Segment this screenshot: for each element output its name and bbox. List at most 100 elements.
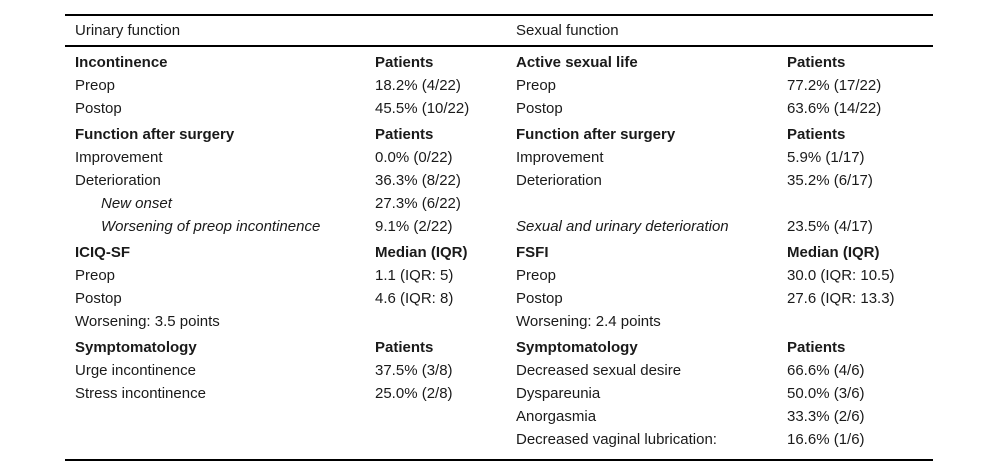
row-label xyxy=(516,192,787,215)
row-value: 77.2% (17/22) xyxy=(787,77,882,94)
table-row: Symptomatology Patients xyxy=(75,336,516,359)
table-row-blank xyxy=(75,428,516,451)
results-table: Urinary function Sexual function Inconti… xyxy=(65,14,933,461)
row-label: Active sexual life xyxy=(516,54,638,71)
table-row: ICIQ-SF Median (IQR) xyxy=(75,241,516,264)
row-label: Urge incontinence xyxy=(75,362,196,379)
row-value: 9.1% (2/22) xyxy=(375,218,453,235)
row-value xyxy=(375,405,516,428)
table-row: Function after surgery Patients xyxy=(75,123,516,146)
table-column-group-header: Urinary function Sexual function xyxy=(65,16,933,47)
row-label: Symptomatology xyxy=(516,339,638,356)
table-row: Dyspareunia 50.0% (3/6) xyxy=(516,382,933,405)
table-row: Worsening: 3.5 points xyxy=(75,310,516,333)
row-label: Deterioration xyxy=(75,172,161,189)
row-label: FSFI xyxy=(516,244,549,261)
table-row: Deterioration 36.3% (8/22) xyxy=(75,169,516,192)
row-value: Patients xyxy=(375,54,434,71)
row-label: Preop xyxy=(516,267,557,284)
row-label: Stress incontinence xyxy=(75,385,206,402)
row-value xyxy=(787,310,933,333)
row-label: Worsening: 3.5 points xyxy=(75,313,220,330)
row-label: Postop xyxy=(516,290,563,307)
row-label: Function after surgery xyxy=(516,126,676,143)
row-value: Patients xyxy=(787,339,846,356)
row-value: 30.0 (IQR: 10.5) xyxy=(787,267,895,284)
row-label: Anorgasmia xyxy=(516,408,597,425)
table-row: Incontinence Patients xyxy=(75,51,516,74)
row-label xyxy=(75,428,375,451)
row-label xyxy=(75,405,375,428)
row-value xyxy=(787,192,933,215)
row-label: Postop xyxy=(516,100,563,117)
urinary-function-panel: Incontinence Patients Preop 18.2% (4/22)… xyxy=(65,51,516,451)
table-row: Postop 45.5% (10/22) xyxy=(75,97,516,120)
table-row: Improvement 0.0% (0/22) xyxy=(75,146,516,169)
row-value: 1.1 (IQR: 5) xyxy=(375,267,454,284)
row-label: Preop xyxy=(516,77,557,94)
row-label: Sexual and urinary deterioration xyxy=(516,218,729,235)
table-row: Preop 30.0 (IQR: 10.5) xyxy=(516,264,933,287)
table-row: Decreased vaginal lubrication: 16.6% (1/… xyxy=(516,428,933,451)
table-row: Preop 1.1 (IQR: 5) xyxy=(75,264,516,287)
row-label: Improvement xyxy=(75,149,163,166)
row-label: ICIQ-SF xyxy=(75,244,130,261)
row-value: 37.5% (3/8) xyxy=(375,362,453,379)
table-row: Postop 4.6 (IQR: 8) xyxy=(75,287,516,310)
row-label: New onset xyxy=(101,195,172,212)
row-label: Function after surgery xyxy=(75,126,235,143)
table-row: Deterioration 35.2% (6/17) xyxy=(516,169,933,192)
table-row: Anorgasmia 33.3% (2/6) xyxy=(516,405,933,428)
table-row: Improvement 5.9% (1/17) xyxy=(516,146,933,169)
table-row: Postop 63.6% (14/22) xyxy=(516,97,933,120)
table-body: Incontinence Patients Preop 18.2% (4/22)… xyxy=(65,47,933,459)
row-label: Symptomatology xyxy=(75,339,197,356)
row-label: Postop xyxy=(75,290,122,307)
table-row: Preop 77.2% (17/22) xyxy=(516,74,933,97)
row-label: Deterioration xyxy=(516,172,602,189)
row-value: 27.6 (IQR: 13.3) xyxy=(787,290,895,307)
row-value: 33.3% (2/6) xyxy=(787,408,865,425)
row-label: Dyspareunia xyxy=(516,385,601,402)
row-label: Decreased sexual desire xyxy=(516,362,682,379)
row-value: 18.2% (4/22) xyxy=(375,77,461,94)
row-value: 50.0% (3/6) xyxy=(787,385,865,402)
table-row: Decreased sexual desire 66.6% (4/6) xyxy=(516,359,933,382)
row-label: Improvement xyxy=(516,149,604,166)
table-row: Postop 27.6 (IQR: 13.3) xyxy=(516,287,933,310)
table-row: FSFI Median (IQR) xyxy=(516,241,933,264)
table-row: Active sexual life Patients xyxy=(516,51,933,74)
row-value: 35.2% (6/17) xyxy=(787,172,873,189)
row-value: Patients xyxy=(375,126,434,143)
row-label: Incontinence xyxy=(75,54,168,71)
urinary-function-header: Urinary function xyxy=(75,22,181,39)
row-value: 4.6 (IQR: 8) xyxy=(375,290,454,307)
row-label: Worsening of preop incontinence xyxy=(101,218,321,235)
row-value: Patients xyxy=(787,54,846,71)
sexual-function-header: Sexual function xyxy=(516,22,619,39)
row-label: Preop xyxy=(75,267,116,284)
row-label: Postop xyxy=(75,100,122,117)
row-value: 36.3% (8/22) xyxy=(375,172,461,189)
row-value: 45.5% (10/22) xyxy=(375,100,470,117)
row-value: Median (IQR) xyxy=(787,244,880,261)
row-value: 27.3% (6/22) xyxy=(375,195,461,212)
sexual-function-panel: Active sexual life Patients Preop 77.2% … xyxy=(516,51,933,451)
table-row: Worsening: 2.4 points xyxy=(516,310,933,333)
row-value: 63.6% (14/22) xyxy=(787,100,882,117)
row-value: 23.5% (4/17) xyxy=(787,218,873,235)
row-label: Preop xyxy=(75,77,116,94)
row-value xyxy=(375,428,516,451)
table-row: Preop 18.2% (4/22) xyxy=(75,74,516,97)
row-value: Patients xyxy=(375,339,434,356)
row-value: 66.6% (4/6) xyxy=(787,362,865,379)
table-row: Symptomatology Patients xyxy=(516,336,933,359)
row-label: Worsening: 2.4 points xyxy=(516,313,661,330)
table-row: New onset 27.3% (6/22) xyxy=(75,192,516,215)
table-row: Sexual and urinary deterioration 23.5% (… xyxy=(516,215,933,238)
row-value xyxy=(375,310,516,333)
row-value: 0.0% (0/22) xyxy=(375,149,453,166)
row-value: Patients xyxy=(787,126,846,143)
table-row-blank xyxy=(516,192,933,215)
row-value: 5.9% (1/17) xyxy=(787,149,865,166)
